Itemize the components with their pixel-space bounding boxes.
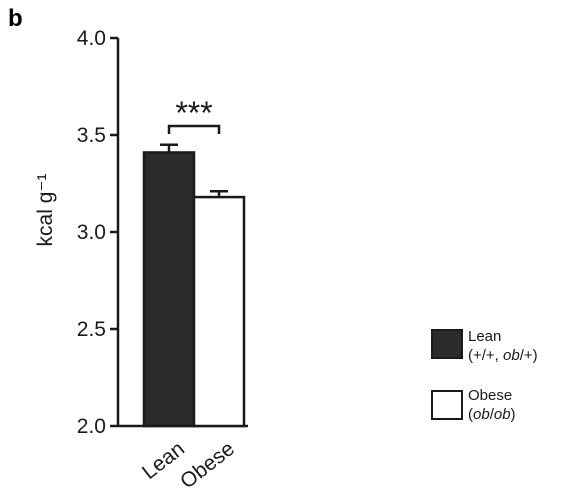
bracket-line [167, 124, 221, 134]
error-bars [160, 143, 228, 198]
y-tick-label: 3.5 [77, 124, 106, 147]
y-tick-label: 4.0 [77, 27, 106, 50]
y-tick-label: 2.0 [77, 415, 106, 438]
legend-swatch-obese [431, 390, 463, 420]
legend: Lean (+/+, ob/+) Obese (ob/ob) [431, 328, 538, 423]
y-axis-title: kcal g⁻¹ [34, 174, 57, 247]
bars [142, 151, 246, 428]
legend-obese-title: Obese [468, 387, 512, 404]
significance-stars: *** [175, 95, 212, 131]
bar-obese [192, 195, 246, 428]
bar-lean [142, 151, 196, 428]
legend-lean-genotype: (+/+, ob/+) [468, 347, 538, 364]
legend-obese-genotype: (ob/ob) [468, 406, 516, 423]
y-tick-label: 3.0 [77, 221, 106, 244]
panel-label: b [8, 5, 23, 32]
y-ticks: 2.0 2.5 3.0 3.5 4.0 [77, 27, 118, 438]
y-tick-label: 2.5 [77, 318, 106, 341]
legend-swatch-lean [431, 329, 463, 359]
significance-bracket: *** [167, 95, 221, 134]
x-tick-label-obese: Obese [176, 437, 239, 492]
legend-lean-title: Lean [468, 328, 501, 345]
